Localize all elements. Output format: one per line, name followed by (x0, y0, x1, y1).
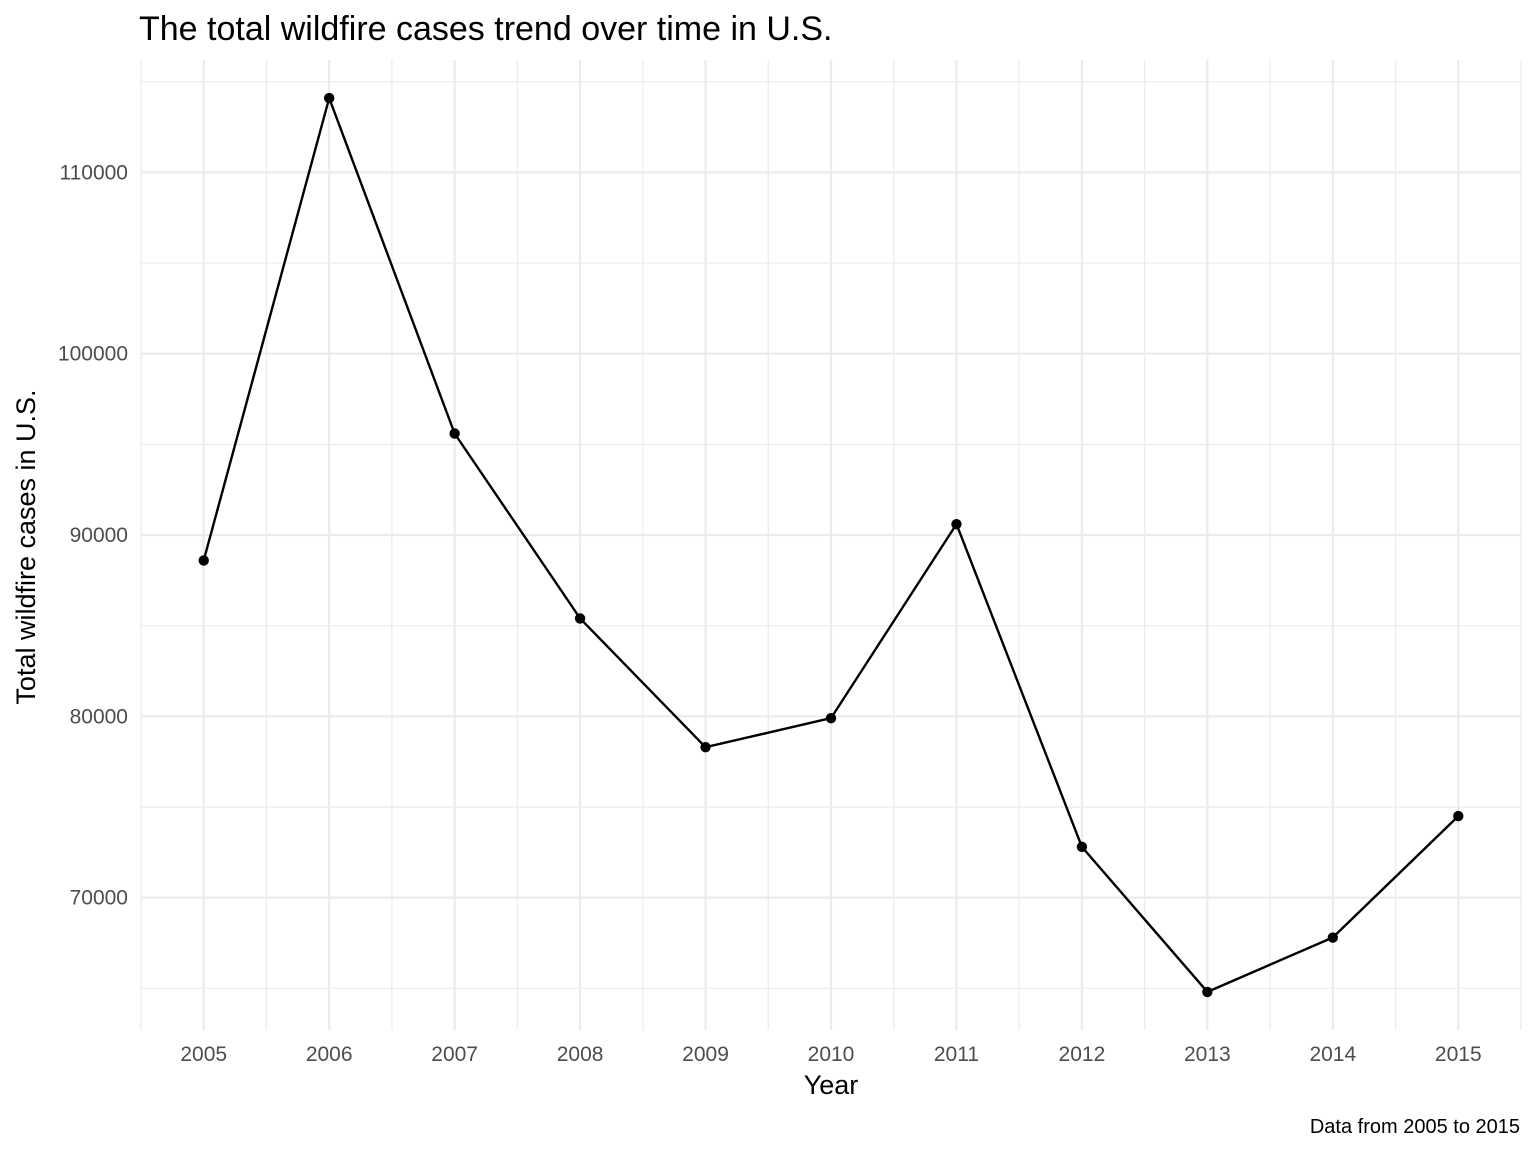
y-tick-label: 100000 (58, 343, 128, 366)
grid (140, 60, 1522, 1030)
x-tick-label: 2008 (557, 1043, 604, 1066)
data-points (198, 92, 1464, 998)
x-axis-title: Year (804, 1070, 859, 1100)
y-tick-label: 110000 (59, 161, 128, 184)
x-tick-label: 2015 (1435, 1043, 1482, 1066)
data-point-2009 (700, 741, 711, 753)
y-axis-ticks: 70000 80000 90000 100000 110000 (58, 161, 128, 909)
chart-title: The total wildfire cases trend over time… (139, 10, 833, 48)
x-tick-label: 2005 (180, 1043, 227, 1066)
x-tick-label: 2011 (934, 1043, 979, 1066)
x-tick-label: 2009 (682, 1043, 729, 1066)
x-tick-label: 2007 (431, 1043, 478, 1066)
data-point-2008 (574, 613, 586, 624)
x-tick-label: 2014 (1309, 1043, 1356, 1066)
data-point-2007 (449, 428, 460, 439)
data-point-2015 (1453, 810, 1464, 822)
x-tick-label: 2012 (1059, 1043, 1106, 1066)
data-point-2005 (198, 555, 209, 566)
y-tick-label: 70000 (70, 887, 128, 910)
chart-caption: Data from 2005 to 2015 (1310, 1116, 1520, 1138)
x-tick-label: 2013 (1184, 1043, 1231, 1066)
data-point-2013 (1202, 986, 1213, 998)
y-tick-label: 90000 (70, 524, 128, 547)
x-tick-label: 2006 (306, 1043, 353, 1066)
data-point-2010 (825, 712, 837, 724)
data-point-2006 (323, 92, 335, 104)
y-axis-title: Total wildfire cases in U.S. (11, 389, 41, 704)
data-point-2011 (951, 518, 962, 530)
x-tick-label: 2010 (808, 1043, 855, 1066)
data-point-2012 (1076, 841, 1088, 853)
data-point-2014 (1327, 932, 1339, 943)
y-tick-label: 80000 (70, 705, 128, 728)
x-axis-ticks: 2005 2006 2007 2008 2009 2010 2011 2012 2013 2014… (180, 1043, 1481, 1066)
